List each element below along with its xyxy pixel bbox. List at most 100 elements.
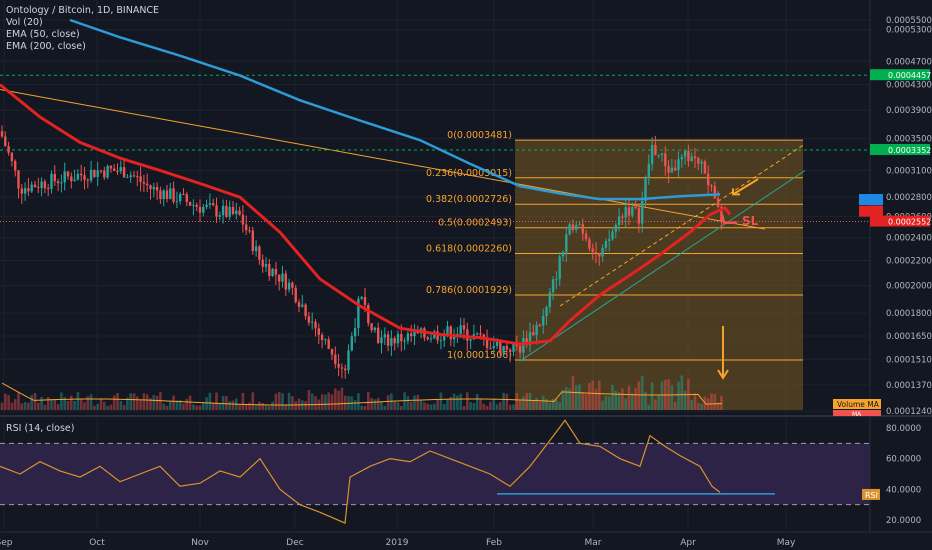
candle-body <box>317 328 320 335</box>
candle-body <box>278 274 281 282</box>
volume-bar <box>591 380 594 410</box>
candle-body <box>60 182 63 184</box>
volume-bar <box>367 392 370 410</box>
ema-marker-badge <box>859 205 883 217</box>
candle-body <box>462 325 466 330</box>
volume-bar <box>502 392 505 410</box>
volume-bar <box>693 393 697 410</box>
candle-body <box>162 190 165 199</box>
candle-body <box>522 338 525 353</box>
candle-body <box>439 340 443 342</box>
volume-bar <box>314 396 317 410</box>
candle-body <box>614 225 617 232</box>
volume-bar <box>60 392 63 410</box>
volume-bar <box>611 384 614 410</box>
candle-body <box>50 173 53 189</box>
candle-body <box>132 175 136 177</box>
candle-body <box>700 161 703 164</box>
candle-body <box>188 201 192 206</box>
candle-body <box>396 334 400 344</box>
volume-bar <box>419 399 423 410</box>
candle-body <box>581 224 584 234</box>
ema50-line <box>0 83 732 346</box>
volume-bar <box>386 395 390 410</box>
candle-body <box>538 324 542 326</box>
volume-bar <box>37 402 40 410</box>
volume-bar <box>132 393 136 410</box>
volume-bar <box>472 403 476 410</box>
volume-bar <box>152 395 156 410</box>
candle-body <box>241 214 245 225</box>
volume-bar <box>17 392 20 410</box>
candle-body <box>535 324 538 336</box>
volume-bar <box>380 401 383 410</box>
fib-level-label: 0.236(0.0003015) <box>426 168 512 179</box>
candle-body <box>509 349 512 352</box>
volume-bar <box>228 401 231 410</box>
volume-bar <box>244 404 248 410</box>
volume-bar <box>126 397 129 410</box>
candle-body <box>584 233 588 240</box>
candle-body <box>466 329 469 341</box>
volume-bar <box>33 393 37 410</box>
volume-bar <box>565 387 568 410</box>
volume-bar <box>99 399 103 410</box>
candle-body <box>631 207 634 216</box>
candle-body <box>525 338 528 346</box>
volume-bar <box>584 394 588 410</box>
volume-bar <box>198 405 202 410</box>
time-tick-label: Feb <box>486 538 502 548</box>
volume-bar <box>136 396 139 410</box>
volume-bar <box>20 403 24 410</box>
candle-body <box>436 331 439 341</box>
candle-body <box>637 207 641 224</box>
candle-body <box>542 316 545 326</box>
volume-bar <box>83 402 86 410</box>
candle-body <box>469 339 472 341</box>
volume-bar <box>512 404 515 410</box>
volume-bar <box>505 393 509 410</box>
volume-bar <box>683 390 687 410</box>
volume-bar <box>320 394 324 410</box>
candle-body <box>558 256 561 280</box>
volume-bar <box>56 404 60 410</box>
volume-bar <box>13 399 17 410</box>
volume-bar <box>169 400 172 410</box>
volume-bar <box>426 403 429 410</box>
volume-bar <box>571 376 575 410</box>
legend-volume: Vol (20) <box>6 17 43 28</box>
candle-body <box>73 179 76 182</box>
candle-body <box>53 173 56 182</box>
volume-bar <box>439 392 443 410</box>
candle-body <box>320 334 324 340</box>
volume-bar <box>327 392 330 410</box>
candle-body <box>654 145 657 155</box>
candle-body <box>33 184 37 187</box>
candle-body <box>707 173 710 186</box>
volume-bar <box>106 405 109 410</box>
volume-bar <box>258 401 261 410</box>
volume-bar <box>466 392 469 410</box>
volume-bar <box>673 402 677 410</box>
candle-body <box>47 188 50 190</box>
candle-body <box>627 207 631 216</box>
volume-bar <box>10 402 14 410</box>
volume-bar <box>508 404 512 410</box>
fib-level-label: 0.382(0.0002726) <box>426 194 512 205</box>
candle-body <box>284 273 287 290</box>
ema200-line <box>69 18 721 201</box>
volume-bar <box>0 402 4 410</box>
candle-body <box>485 337 489 348</box>
volume-bar <box>574 385 578 410</box>
volume-bar <box>238 404 241 410</box>
volume-bar <box>525 392 528 410</box>
volume-bar <box>119 400 123 410</box>
candle-body <box>683 150 687 157</box>
candle-body <box>697 158 700 164</box>
price-tick-label: 0.0002000 <box>886 282 932 292</box>
candle-body <box>575 225 578 230</box>
volume-ma-badge <box>833 399 881 409</box>
candle-body <box>17 170 20 189</box>
volume-bar <box>522 396 525 410</box>
